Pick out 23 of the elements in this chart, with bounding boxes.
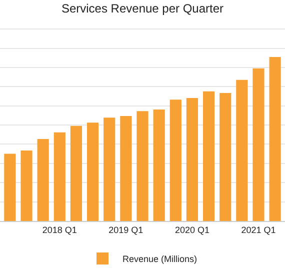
bar [104, 118, 116, 221]
bar [4, 154, 16, 221]
bar [153, 109, 165, 221]
bar [170, 100, 182, 221]
bar [37, 138, 49, 221]
bar [86, 122, 99, 221]
bar [202, 91, 215, 221]
bar [186, 98, 198, 221]
x-tick-label: 2020 Q1 [174, 224, 210, 235]
x-tick-label: 2018 Q1 [42, 224, 77, 235]
bar [252, 68, 264, 221]
bar [136, 111, 148, 221]
bar [120, 116, 132, 221]
bar [70, 126, 82, 221]
bar [20, 150, 32, 221]
bar [269, 56, 281, 221]
legend-label: Revenue (Millions) [122, 254, 198, 264]
bar [54, 132, 66, 221]
chart-title: Services Revenue per Quarter [61, 1, 224, 16]
x-tick-label: 2019 Q1 [108, 224, 144, 235]
x-tick-label: 2021 Q1 [241, 224, 276, 235]
bar [236, 80, 248, 221]
bar [220, 93, 232, 221]
